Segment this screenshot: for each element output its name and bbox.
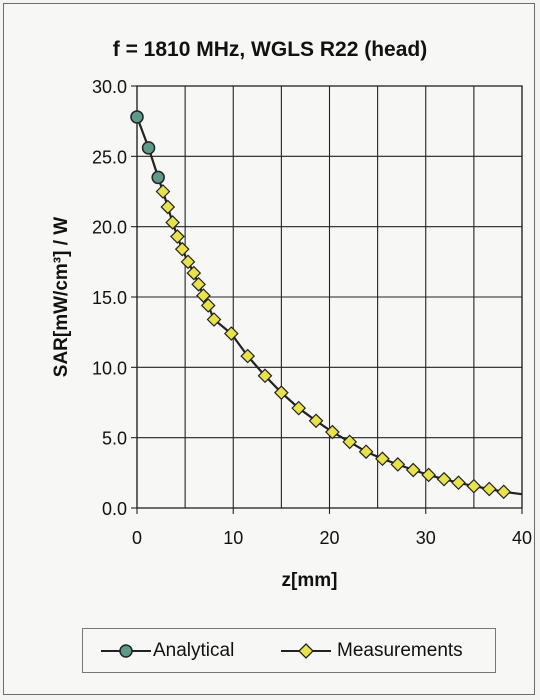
legend: Analytical Measurements — [82, 628, 496, 673]
plot-border — [136, 85, 523, 509]
data-point-measurement — [240, 348, 256, 364]
data-point-measurement — [200, 298, 216, 313]
x-tick-label: 20 — [319, 528, 339, 548]
y-tick-label: 5.0 — [102, 429, 127, 449]
data-point-measurement — [481, 481, 497, 497]
data-point-measurement — [342, 434, 358, 450]
chart-title: f = 1810 MHz, WGLS R22 (head) — [112, 38, 428, 61]
data-point-measurement — [375, 451, 390, 467]
data-point-measurement — [160, 199, 176, 215]
data-point-analytical — [130, 110, 144, 124]
data-point-measurement — [358, 444, 374, 460]
y-tick-label: 30.0 — [92, 77, 127, 97]
data-point-measurement — [155, 184, 171, 199]
data-point-measurement — [308, 413, 324, 429]
data-point-analytical — [151, 170, 165, 185]
data-point-measurement — [257, 368, 273, 384]
y-tick-label: 25.0 — [92, 147, 127, 167]
data-point-measurement — [186, 265, 202, 281]
y-tick-label: 10.0 — [92, 358, 127, 378]
x-axis-label: z[mm] — [282, 570, 338, 591]
legend-marker-measurements — [281, 643, 331, 659]
y-axis-label: SAR[mW/cm³] / W — [51, 217, 72, 378]
chart-frame — [3, 3, 535, 695]
x-tick-label: 0 — [132, 528, 142, 548]
data-point-measurement — [274, 385, 289, 401]
x-tick-label: 30 — [416, 528, 436, 548]
y-tick-label: 20.0 — [92, 218, 127, 238]
legend-marker-analytical — [101, 644, 151, 658]
data-point-measurement — [206, 312, 222, 327]
data-point-measurement — [191, 276, 206, 292]
legend-label-measurements: Measurements — [337, 640, 463, 661]
data-point-measurement — [421, 467, 436, 483]
y-tick-label: 0.0 — [102, 499, 127, 519]
data-point-measurement — [180, 254, 196, 270]
data-point-measurement — [174, 241, 190, 257]
data-point-measurement — [196, 288, 211, 303]
data-point-measurement — [496, 484, 512, 500]
data-point-measurement — [390, 457, 406, 472]
data-point-measurement — [291, 400, 307, 416]
data-point-measurement — [165, 215, 180, 230]
data-point-measurement — [451, 475, 466, 491]
legend-label-analytical: Analytical — [153, 640, 235, 661]
data-point-measurement — [170, 229, 185, 244]
data-point-measurement — [223, 326, 239, 341]
x-tick-label: 40 — [512, 528, 532, 548]
data-point-measurement — [325, 424, 340, 440]
x-tick-label: 10 — [223, 528, 243, 548]
data-point-measurement — [436, 471, 452, 487]
data-point-measurement — [466, 478, 482, 494]
y-tick-label: 15.0 — [92, 288, 127, 308]
data-point-measurement — [405, 462, 421, 478]
data-point-analytical — [141, 141, 156, 155]
